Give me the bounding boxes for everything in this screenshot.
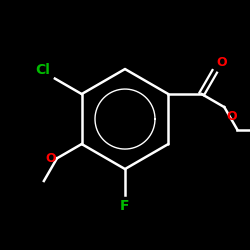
Text: Cl: Cl — [35, 64, 50, 78]
Text: O: O — [216, 56, 226, 69]
Text: F: F — [120, 199, 130, 213]
Text: O: O — [227, 110, 237, 122]
Text: O: O — [45, 152, 56, 165]
